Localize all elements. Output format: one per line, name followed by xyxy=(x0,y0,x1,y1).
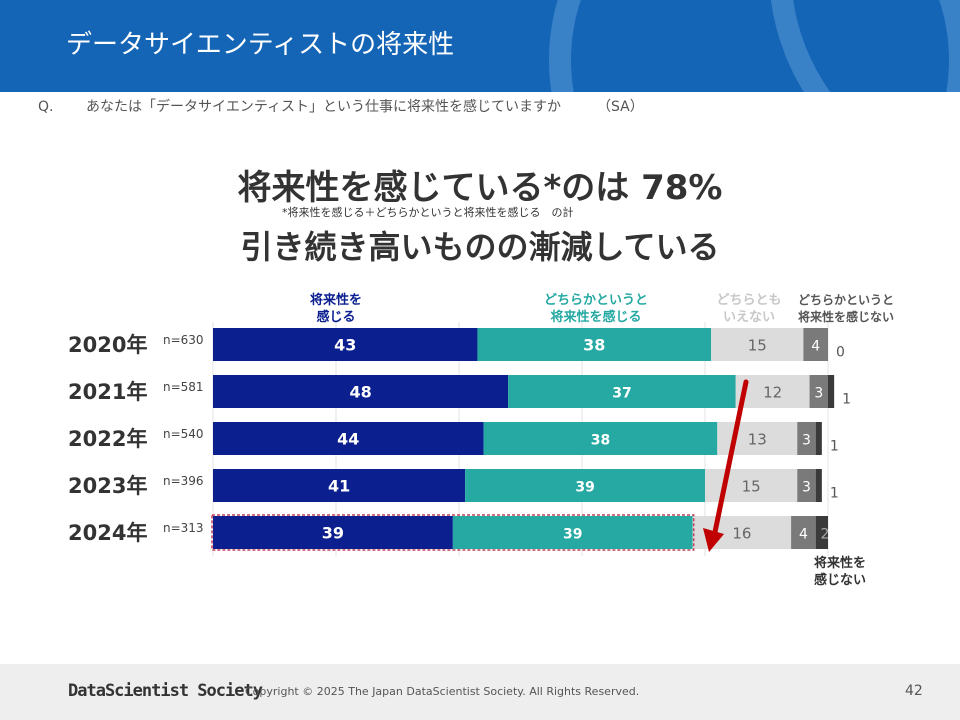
bar-segment xyxy=(815,422,822,455)
legend-label: 将来性を xyxy=(814,555,866,571)
legend-label: 将来性を感じる xyxy=(550,309,641,325)
highlight-box xyxy=(211,514,695,551)
legend-label: 感じない xyxy=(814,572,866,588)
category-label: 2023年 xyxy=(68,474,147,498)
page-number: 42 xyxy=(905,683,923,699)
bar-segment xyxy=(452,516,693,549)
legend-label: 将来性を xyxy=(310,292,362,308)
bar-segment xyxy=(465,469,705,502)
data-label: 38 xyxy=(583,336,605,355)
data-label: 4 xyxy=(799,527,808,543)
legend-label: 将来性を感じない xyxy=(798,309,894,324)
bar-segment xyxy=(815,516,828,549)
legend-label: 感じる xyxy=(316,309,355,325)
category-label: 2021年 xyxy=(68,380,147,404)
bar-segment xyxy=(213,469,466,502)
sample-size-label: n=396 xyxy=(163,474,204,488)
data-label: 3 xyxy=(802,480,811,496)
legend-label: どちらかというと xyxy=(798,293,894,307)
headline-sub: 引き続き高いものの漸減している xyxy=(240,228,720,266)
bar-segment xyxy=(815,469,822,502)
data-label: 39 xyxy=(575,480,594,496)
trend-arrow-shaft xyxy=(712,379,749,535)
bar-segment xyxy=(213,516,453,549)
data-label: 44 xyxy=(337,430,359,449)
data-label: 13 xyxy=(748,431,767,449)
bar-segment xyxy=(828,375,835,408)
bar-segment xyxy=(711,328,804,361)
data-label: 1 xyxy=(830,439,839,455)
data-label: 0 xyxy=(836,345,845,361)
header-decoration xyxy=(549,0,960,92)
data-label: 39 xyxy=(563,527,582,543)
bar-segment xyxy=(213,422,484,455)
data-label: 12 xyxy=(763,384,782,402)
legend-label: どちらとも xyxy=(716,293,781,308)
bar-segment xyxy=(477,328,712,361)
headline-footnote: *将来性を感じる＋どちらかというと将来性を感じる の計 xyxy=(282,206,574,219)
footer-copyright: Copyright © 2025 The Japan DataScientist… xyxy=(245,685,640,698)
data-label: 4 xyxy=(811,339,820,355)
data-label: 48 xyxy=(349,383,371,402)
survey-question: Q. あなたは「データサイエンティスト」という仕事に将来性を感じていますか （SA） xyxy=(38,96,644,116)
data-label: 3 xyxy=(802,433,811,449)
question-text: あなたは「データサイエンティスト」という仕事に将来性を感じていますか xyxy=(86,99,562,115)
bar-segment xyxy=(213,375,509,408)
trend-arrow-head xyxy=(703,528,724,552)
stacked-bar-chart: 将来性を感じるどちらかというと将来性を感じるどちらともいえないどちらかというと将… xyxy=(68,292,894,588)
sample-size-label: n=540 xyxy=(163,427,204,441)
footer: DataScientist Society Copyright © 2025 T… xyxy=(0,664,960,720)
data-label: 43 xyxy=(334,336,356,355)
question-label: Q. xyxy=(38,99,54,115)
sample-size-label: n=630 xyxy=(163,333,204,347)
category-label: 2020年 xyxy=(68,333,147,357)
data-label: 15 xyxy=(748,337,767,355)
header-bar: データサイエンティストの将来性 xyxy=(0,0,960,92)
footer-logo: DataScientist Society xyxy=(68,681,263,701)
sample-size-label: n=313 xyxy=(163,521,204,535)
page-title: データサイエンティストの将来性 xyxy=(66,30,455,60)
bar-segment xyxy=(797,422,816,455)
category-label: 2024年 xyxy=(68,521,147,545)
data-label: 1 xyxy=(830,486,839,502)
legend-label: どちらかというと xyxy=(544,293,648,308)
bar-segment xyxy=(797,469,816,502)
headline-main: 将来性を感じている*のは 78% xyxy=(237,168,723,208)
bar-segment xyxy=(791,516,816,549)
data-label: 15 xyxy=(742,478,761,496)
sample-size-label: n=581 xyxy=(163,380,204,394)
data-label: 16 xyxy=(732,525,751,543)
data-label: 41 xyxy=(328,477,350,496)
question-type: （SA） xyxy=(597,99,644,115)
bar-segment xyxy=(483,422,718,455)
data-label: 38 xyxy=(591,433,610,449)
category-label: 2022年 xyxy=(68,427,147,451)
bar-segment xyxy=(803,328,828,361)
data-label: 39 xyxy=(322,524,344,543)
legend-label: いえない xyxy=(723,310,775,325)
data-label: 37 xyxy=(612,386,631,402)
bar-segment xyxy=(508,375,736,408)
bar-segment xyxy=(809,375,828,408)
data-label: 3 xyxy=(814,386,823,402)
data-label: 1 xyxy=(842,392,851,408)
bar-segment xyxy=(735,375,810,408)
bar-segment xyxy=(213,328,478,361)
data-label: 2 xyxy=(821,527,830,543)
